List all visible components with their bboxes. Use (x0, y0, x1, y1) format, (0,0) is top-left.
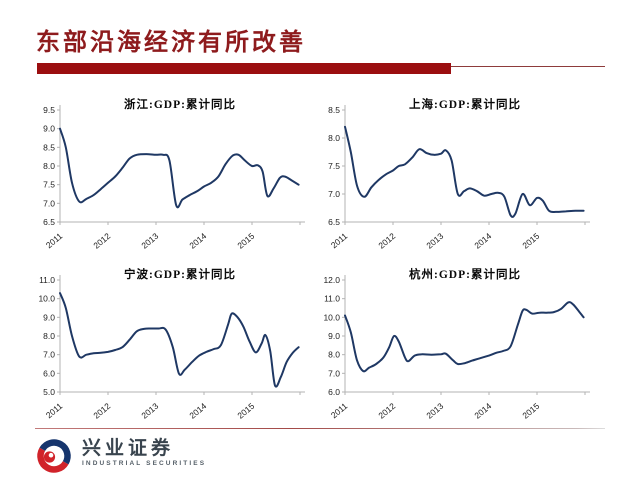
svg-text:6.5: 6.5 (328, 217, 340, 227)
chart-hangzhou-gdp-yoy: 6.0 7.0 8.0 9.0 10.0 11.0 12.0 2011 2012 2013 2014… (315, 264, 600, 434)
svg-text:9.5: 9.5 (43, 105, 55, 115)
chart-ningbo-plot: 5.0 6.0 7.0 8.0 9.0 10.0 11.0 2011 2012 2013 2014 2… (38, 275, 305, 421)
svg-text:12.0: 12.0 (323, 275, 340, 285)
company-name-en: INDUSTRIAL SECURITIES (82, 460, 207, 467)
svg-text:8.0: 8.0 (328, 350, 340, 360)
svg-text:2014: 2014 (472, 401, 493, 421)
svg-text:2014: 2014 (472, 231, 493, 251)
svg-text:10.0: 10.0 (323, 312, 340, 322)
svg-text:2015: 2015 (235, 231, 256, 251)
svg-text:7.5: 7.5 (43, 180, 55, 190)
svg-text:5.0: 5.0 (43, 387, 55, 397)
svg-text:9.0: 9.0 (328, 331, 340, 341)
svg-text:2011: 2011 (44, 231, 65, 251)
chart-zhejiang-gdp-yoy: 6.5 7.0 7.5 8.0 8.5 9.0 9.5 2011 2012 2013 2014 201… (30, 94, 315, 264)
page-title: 东部沿海经济有所改善 (36, 30, 306, 56)
svg-text:8.0: 8.0 (328, 133, 340, 143)
svg-text:2013: 2013 (424, 401, 445, 421)
svg-text:7.0: 7.0 (43, 350, 55, 360)
svg-text:8.0: 8.0 (43, 331, 55, 341)
svg-text:10.0: 10.0 (38, 294, 55, 304)
svg-text:11.0: 11.0 (39, 275, 55, 285)
svg-text:7.0: 7.0 (43, 198, 55, 208)
svg-text:6.0: 6.0 (43, 368, 55, 378)
svg-text:9.0: 9.0 (43, 124, 55, 134)
svg-text:2014: 2014 (187, 231, 208, 251)
svg-text:11.0: 11.0 (324, 294, 340, 304)
svg-text:2012: 2012 (376, 401, 397, 421)
svg-text:2012: 2012 (91, 231, 112, 251)
svg-text:2015: 2015 (520, 401, 541, 421)
chart-hangzhou-plot: 6.0 7.0 8.0 9.0 10.0 11.0 12.0 2011 2012 2013 2014… (323, 275, 590, 421)
svg-text:9.0: 9.0 (43, 312, 55, 322)
chart-ningbo-gdp-yoy: 5.0 6.0 7.0 8.0 9.0 10.0 11.0 2011 2012 2013 2014 2… (30, 264, 315, 434)
svg-text:8.0: 8.0 (43, 161, 55, 171)
chart-title: 浙江:GDP:累计同比 (124, 99, 236, 111)
svg-text:2011: 2011 (44, 401, 65, 421)
company-name: 兴业证券 (82, 438, 175, 459)
svg-text:8.5: 8.5 (328, 105, 340, 115)
svg-text:2015: 2015 (235, 401, 256, 421)
svg-text:7.0: 7.0 (328, 368, 340, 378)
chart-title: 杭州:GDP:累计同比 (409, 269, 521, 281)
company-name-block: 兴业证券 INDUSTRIAL SECURITIES (82, 436, 207, 468)
svg-text:2015: 2015 (520, 231, 541, 251)
chart-title: 宁波:GDP:累计同比 (124, 269, 236, 281)
svg-text:6.5: 6.5 (43, 217, 55, 227)
chart-shanghai-plot: 6.5 7.0 7.5 8.0 8.5 2011 2012 2013 2014 2015 (328, 105, 590, 251)
svg-text:2012: 2012 (91, 401, 112, 421)
svg-text:7.0: 7.0 (328, 189, 340, 199)
svg-text:2013: 2013 (139, 231, 160, 251)
company-logo: 兴业证券 INDUSTRIAL SECURITIES (34, 436, 206, 476)
svg-text:2012: 2012 (376, 231, 397, 251)
industrial-securities-logo-icon (37, 439, 71, 473)
svg-text:7.5: 7.5 (328, 161, 340, 171)
chart-shanghai-gdp-yoy: 6.5 7.0 7.5 8.0 8.5 2011 2012 2013 2014 2015 上海:G… (315, 94, 600, 264)
svg-text:8.5: 8.5 (43, 142, 55, 152)
svg-text:2013: 2013 (424, 231, 445, 251)
svg-text:6.0: 6.0 (328, 387, 340, 397)
footer-divider (35, 428, 605, 429)
svg-text:2011: 2011 (329, 401, 350, 421)
svg-text:2013: 2013 (139, 401, 160, 421)
svg-text:2014: 2014 (187, 401, 208, 421)
svg-text:2011: 2011 (329, 231, 350, 251)
title-accent-bar (37, 63, 451, 74)
chart-title: 上海:GDP:累计同比 (409, 99, 521, 111)
title-accent-line (451, 66, 605, 67)
chart-zhejiang-plot: 6.5 7.0 7.5 8.0 8.5 9.0 9.5 2011 2012 2013 2014 201… (43, 105, 305, 251)
